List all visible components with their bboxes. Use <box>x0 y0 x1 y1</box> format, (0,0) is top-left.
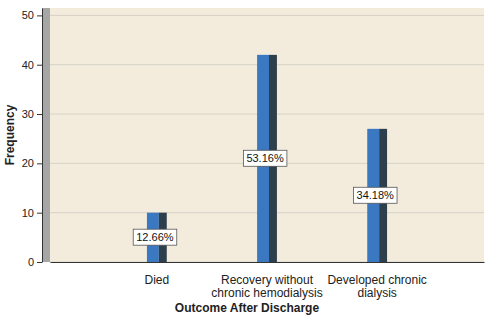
x-axis: Died Recovery withoutchronic hemodialysis… <box>51 262 485 300</box>
y-tick-mark <box>37 163 42 164</box>
data-label-box <box>133 229 177 245</box>
data-label-text: 53.16% <box>246 152 284 164</box>
bars <box>147 55 387 262</box>
y-tick-mark <box>37 65 42 66</box>
y-tick-label: 10 <box>22 207 34 219</box>
y-tick-label: 30 <box>22 108 34 120</box>
chart: 0 10 20 30 40 50 Died Recovery withoutchronic h… <box>0 0 500 318</box>
data-label-text: 12.66% <box>136 231 174 243</box>
data-labels: 12.66% 53.16% 34.18% <box>133 150 397 245</box>
y-tick: 0 <box>28 256 42 268</box>
y-tick: 10 <box>22 207 42 219</box>
y-tick-label: 0 <box>28 256 34 268</box>
x-tick-label: Recovery withoutchronic hemodialysis <box>211 273 322 301</box>
x-tick: Recovery withoutchronic hemodialysis <box>211 262 322 300</box>
grid-line <box>50 15 484 16</box>
grid <box>50 15 484 262</box>
data-label-text: 34.18% <box>357 189 395 201</box>
plot-background <box>50 8 484 262</box>
y-axis-line <box>42 9 43 263</box>
y-tick-mark <box>37 114 42 115</box>
y-tick-label: 40 <box>22 59 34 71</box>
y-tick: 30 <box>22 108 42 120</box>
data-label: 12.66% <box>133 229 177 245</box>
y-tick: 20 <box>22 157 42 169</box>
y-tick-label: 20 <box>22 157 34 169</box>
y-axis-title: Frequency <box>3 104 17 165</box>
y-tick: 40 <box>22 59 42 71</box>
plot-wall <box>42 8 50 262</box>
x-tick: Developed chronicdialysis <box>327 262 426 300</box>
x-axis-line <box>51 262 485 263</box>
y-tick-mark <box>37 213 42 214</box>
data-label-box <box>243 150 287 166</box>
y-tick-label: 50 <box>22 9 34 21</box>
y-axis: 0 10 20 30 40 50 <box>22 9 43 269</box>
data-label: 34.18% <box>354 187 398 203</box>
y-tick: 50 <box>22 9 42 21</box>
x-tick-label: Developed chronicdialysis <box>327 273 426 301</box>
y-tick-mark <box>37 262 42 263</box>
data-label: 53.16% <box>243 150 287 166</box>
x-tick-label: Died <box>145 273 170 287</box>
data-label-box <box>354 187 398 203</box>
x-axis-title: Outcome After Discharge <box>175 301 320 315</box>
y-tick-mark <box>37 15 42 16</box>
x-tick: Died <box>145 262 170 287</box>
